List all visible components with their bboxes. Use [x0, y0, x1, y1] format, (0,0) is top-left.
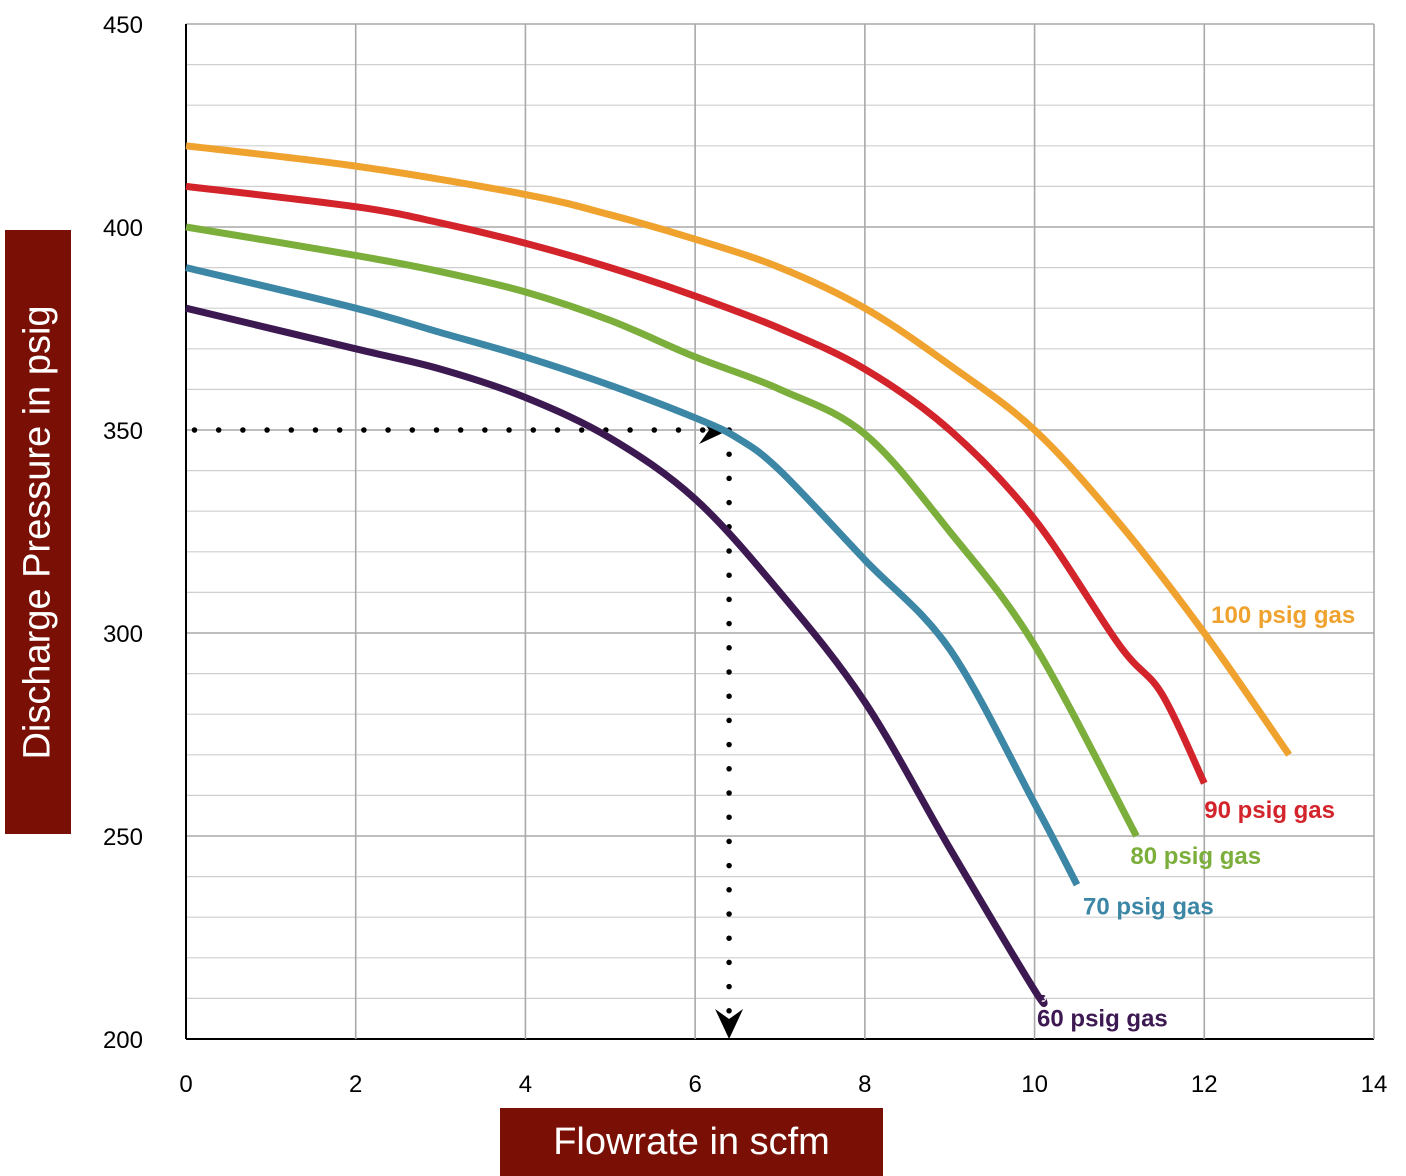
series-line [185, 142, 1293, 757]
y-tick-label: 250 [103, 824, 143, 851]
x-tick-label: 10 [1021, 1071, 1048, 1098]
y-tick-label: 350 [103, 418, 143, 445]
reading-guide [191, 416, 744, 1039]
series-line [185, 223, 1140, 838]
x-tick-label: 4 [519, 1071, 532, 1098]
series-label: 90 psig gas [1204, 797, 1335, 824]
x-tick-label: 6 [688, 1071, 701, 1098]
y-tick-label: 200 [103, 1027, 143, 1054]
y-tick-label: 450 [103, 12, 143, 39]
arrowhead [715, 1009, 744, 1039]
x-tick-label: 14 [1361, 1071, 1388, 1098]
series-line [185, 304, 1048, 1007]
x-tick-label: 0 [179, 1071, 192, 1098]
y-axis-tick-labels: 200 250 300 350 400 450 [103, 12, 143, 1054]
series-line [185, 182, 1208, 785]
y-axis-title: Discharge Pressure in psig [5, 230, 71, 834]
series-label: 80 psig gas [1130, 843, 1261, 870]
series-label: 70 psig gas [1083, 894, 1214, 921]
series-label: 60 psig gas [1037, 1005, 1168, 1032]
x-tick-label: 12 [1191, 1071, 1218, 1098]
series-labels: 100 psig gas 90 psig gas 80 psig gas 70 psi… [1037, 602, 1355, 1033]
x-tick-label: 2 [349, 1071, 362, 1098]
series-lines [185, 142, 1293, 1007]
x-axis-title-text: Flowrate in scfm [553, 1120, 830, 1163]
series-label: 100 psig gas [1211, 602, 1355, 629]
x-tick-label: 8 [858, 1071, 871, 1098]
y-tick-label: 400 [103, 215, 143, 242]
y-axis-title-text: Discharge Pressure in psig [16, 304, 59, 760]
major-gridlines [185, 23, 1375, 1040]
y-tick-label: 300 [103, 621, 143, 648]
series-line [185, 264, 1081, 887]
x-axis-title: Flowrate in scfm [500, 1108, 883, 1176]
x-axis-tick-labels: 0 2 4 6 8 10 12 14 [179, 1071, 1387, 1098]
